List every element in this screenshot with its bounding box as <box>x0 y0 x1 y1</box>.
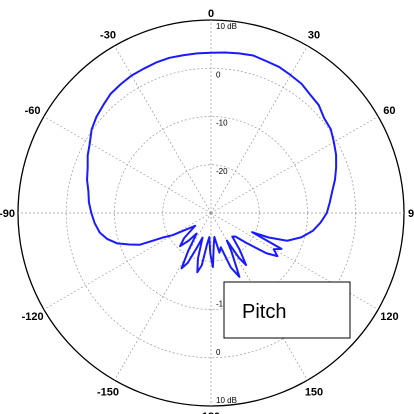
grid-spoke <box>114 212 212 381</box>
grid-spoke <box>210 116 379 214</box>
pattern-series-line <box>86 51 338 278</box>
angle-tick-label: -90 <box>0 208 15 220</box>
radial-tick-label: -10 <box>216 119 228 128</box>
angle-tick-label: 90 <box>408 208 414 220</box>
radial-tick-label: -20 <box>216 167 228 176</box>
angle-tick-label: -120 <box>22 311 44 323</box>
angle-tick-label: 180 <box>202 411 220 414</box>
radial-tick-label: 10 dB <box>216 22 237 31</box>
angle-tick-label: 60 <box>383 105 395 117</box>
angle-tick-label: 120 <box>380 311 398 323</box>
radial-tick-label-bottom: -1 <box>216 300 224 309</box>
tick-layer: 0 30 60 90 120 150 180 -150 -120 -90 -60 -30 <box>0 8 414 414</box>
grid-spoke <box>43 116 212 214</box>
angle-tick-label: 150 <box>305 386 323 398</box>
legend-label: Pitch <box>242 301 286 323</box>
ring-label-layer: 10 dB 0 -10 -20 10 dB 0 -1 <box>216 22 237 405</box>
angle-tick-label: 30 <box>308 30 320 42</box>
angle-tick-label: -150 <box>97 386 119 398</box>
angle-tick-label: 0 <box>208 8 214 20</box>
radial-tick-label: 0 <box>216 70 221 79</box>
grid-spoke <box>210 45 308 214</box>
legend: Pitch <box>223 281 351 339</box>
grid-spoke <box>114 45 212 214</box>
series-layer <box>86 51 338 278</box>
grid-spoke <box>43 212 212 310</box>
angle-tick-label: -30 <box>100 30 116 42</box>
radial-tick-label-bottom: 0 <box>216 348 221 357</box>
radial-tick-label-bottom: 10 dB <box>216 396 237 405</box>
legend-box <box>223 281 351 339</box>
angle-tick-label: -60 <box>25 105 41 117</box>
